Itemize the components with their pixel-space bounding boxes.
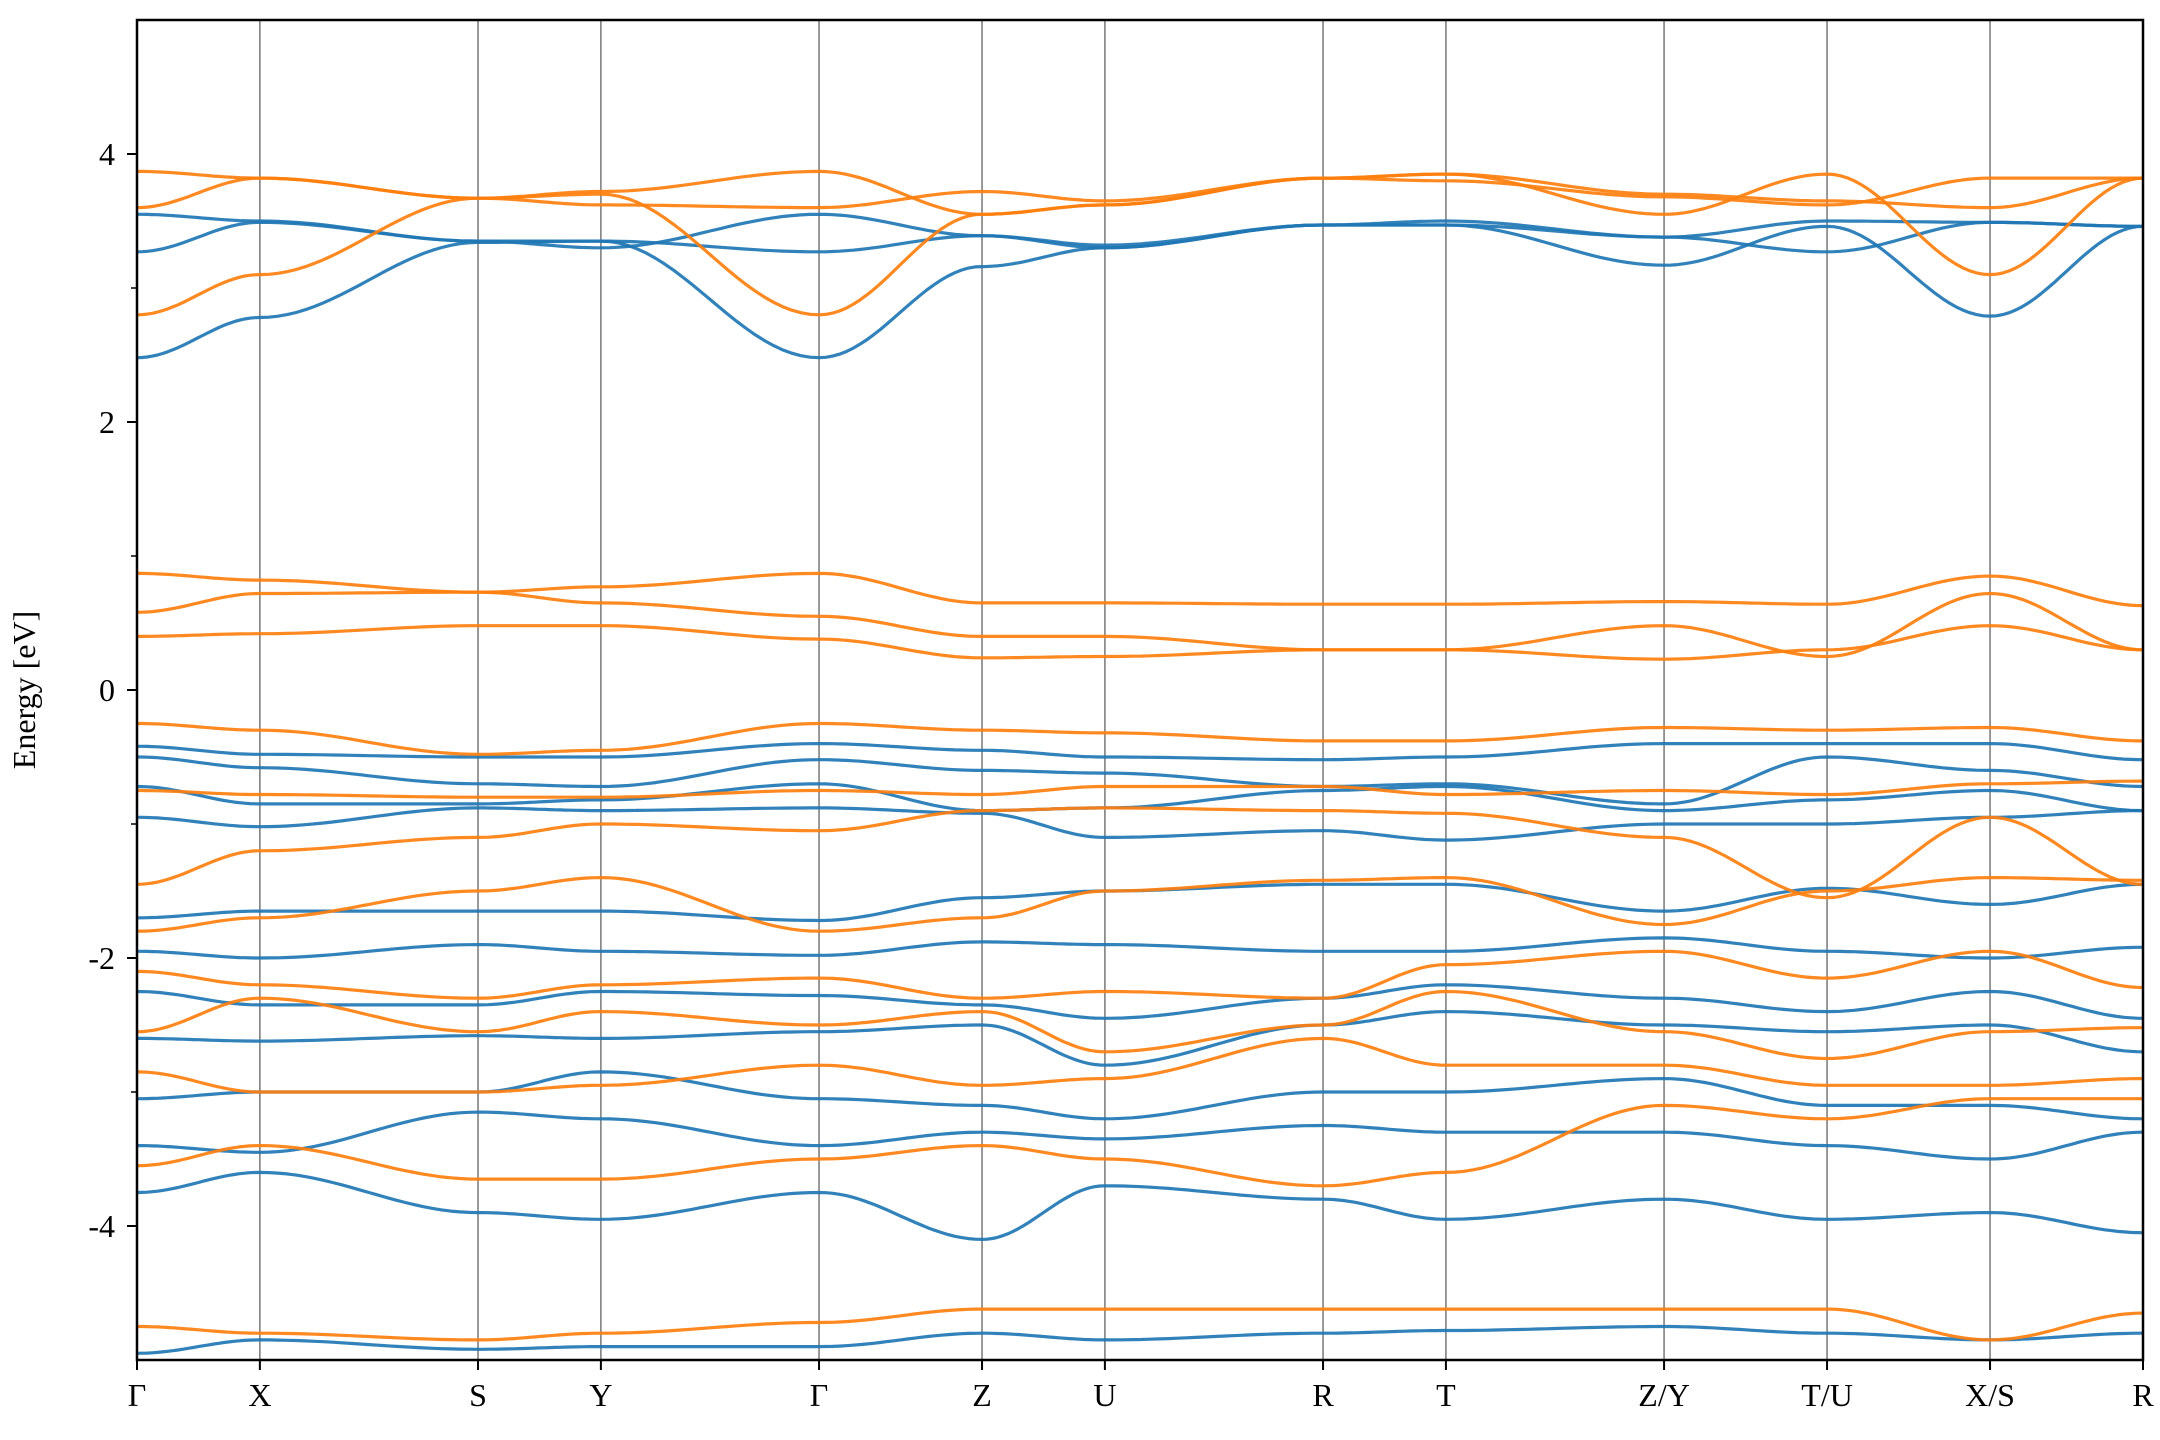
band-line — [137, 1036, 2143, 1094]
y-tick-label: 2 — [99, 404, 115, 440]
band-line — [137, 936, 2143, 960]
kpoint-label: Γ — [128, 1377, 147, 1413]
band-line — [137, 590, 2143, 661]
band-line — [137, 1170, 2143, 1241]
band-line — [137, 1010, 2143, 1067]
y-tick-label: -2 — [88, 940, 115, 976]
band-line — [137, 591, 2143, 660]
kpoint-label: T/U — [1801, 1377, 1853, 1413]
kpoint-label: U — [1093, 1377, 1116, 1413]
kpoint-label: S — [469, 1377, 487, 1413]
band-line — [137, 949, 2143, 1000]
x-axis-ticks: Γ X S Y Γ Z U R T Z/Y T/U X/S R — [128, 1360, 2154, 1413]
y-tick-label: 4 — [99, 136, 115, 172]
band-line — [137, 169, 2143, 216]
y-axis-ticks: -4 -2 0 2 4 — [88, 136, 137, 1244]
kpoint-label: X — [248, 1377, 271, 1413]
kpoint-label: Y — [589, 1377, 612, 1413]
band-line — [137, 989, 2143, 1061]
band-line — [137, 779, 2143, 799]
band-line — [137, 806, 2143, 900]
y-tick-label: -4 — [88, 1208, 115, 1244]
y-tick-label: 0 — [99, 672, 115, 708]
band-line — [137, 742, 2143, 762]
band-line — [137, 1097, 2143, 1188]
band-lines — [137, 169, 2143, 1355]
kpoint-label: X/S — [1965, 1377, 2015, 1413]
band-line — [137, 983, 2143, 1020]
kpoint-label: Γ — [810, 1377, 829, 1413]
band-line — [137, 806, 2143, 842]
band-line — [137, 755, 2143, 806]
y-axis-label: Energy [eV] — [6, 611, 42, 769]
band-line — [137, 876, 2143, 933]
kpoint-label: R — [2132, 1377, 2154, 1413]
kpoint-label: T — [1436, 1377, 1456, 1413]
band-line — [137, 212, 2143, 254]
band-line — [137, 1324, 2143, 1355]
band-line — [137, 1110, 2143, 1161]
band-line — [137, 721, 2143, 756]
kpoint-label: Z/Y — [1638, 1377, 1690, 1413]
kpoint-label: R — [1312, 1377, 1334, 1413]
kpoint-label: Z — [972, 1377, 992, 1413]
band-line — [137, 1307, 2143, 1342]
